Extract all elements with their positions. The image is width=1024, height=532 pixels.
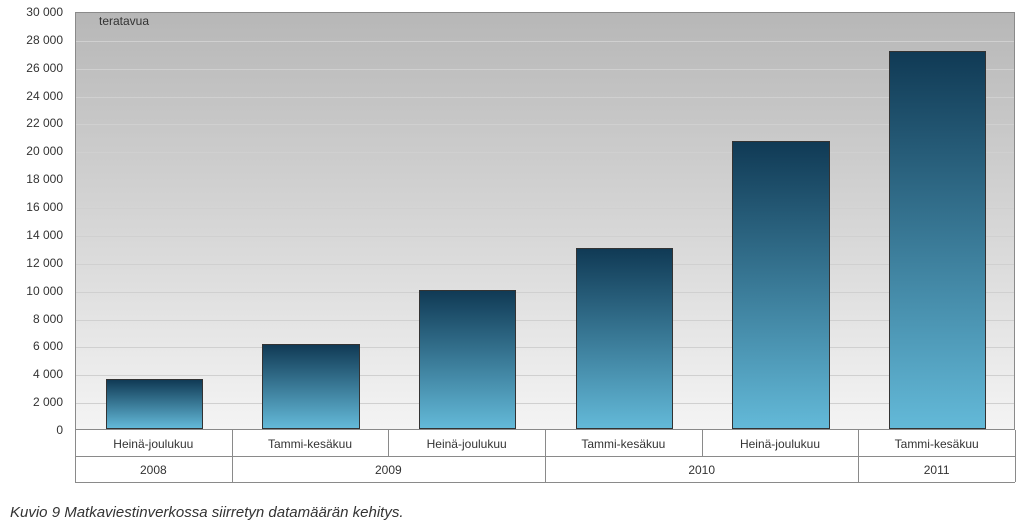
bar — [262, 344, 359, 429]
bar — [576, 248, 673, 429]
bar — [419, 290, 516, 429]
y-tick-label: 10 000 — [0, 284, 63, 298]
y-tick-label: 12 000 — [0, 256, 63, 270]
grid-line — [76, 236, 1014, 237]
bar — [889, 51, 986, 429]
grid-line — [76, 180, 1014, 181]
bar — [732, 141, 829, 429]
grid-line — [76, 347, 1014, 348]
y-tick-label: 24 000 — [0, 89, 63, 103]
y-tick-label: 26 000 — [0, 61, 63, 75]
plot-area — [75, 12, 1015, 430]
x-category-label: Heinä-joulukuu — [75, 437, 232, 451]
x-category-label: Tammi-kesäkuu — [232, 437, 389, 451]
y-tick-label: 18 000 — [0, 172, 63, 186]
y-tick-label: 20 000 — [0, 144, 63, 158]
grid-line — [76, 152, 1014, 153]
x-group-label: 2010 — [545, 463, 858, 477]
grid-line — [76, 124, 1014, 125]
grid-line — [76, 97, 1014, 98]
y-tick-label: 28 000 — [0, 33, 63, 47]
grid-line — [76, 69, 1014, 70]
chart-container: teratavua Kuvio 9 Matkaviestinverkossa s… — [0, 0, 1024, 532]
x-axis-side-border — [1015, 430, 1016, 482]
grid-line — [76, 292, 1014, 293]
chart-caption: Kuvio 9 Matkaviestinverkossa siirretyn d… — [10, 504, 404, 521]
grid-line — [76, 41, 1014, 42]
grid-line — [76, 375, 1014, 376]
grid-line — [76, 403, 1014, 404]
x-axis-row-separator — [75, 482, 1015, 483]
x-category-label: Heinä-joulukuu — [702, 437, 859, 451]
y-tick-label: 22 000 — [0, 116, 63, 130]
x-group-label: 2011 — [858, 463, 1015, 477]
x-category-label: Tammi-kesäkuu — [858, 437, 1015, 451]
y-tick-label: 0 — [0, 423, 63, 437]
y-tick-label: 4 000 — [0, 367, 63, 381]
bar — [106, 379, 203, 429]
y-tick-label: 6 000 — [0, 339, 63, 353]
grid-line — [76, 264, 1014, 265]
x-group-label: 2009 — [232, 463, 545, 477]
y-tick-label: 14 000 — [0, 228, 63, 242]
x-group-label: 2008 — [75, 463, 232, 477]
y-axis-unit-label: teratavua — [99, 14, 149, 28]
y-tick-label: 30 000 — [0, 5, 63, 19]
y-tick-label: 16 000 — [0, 200, 63, 214]
x-category-label: Heinä-joulukuu — [388, 437, 545, 451]
y-tick-label: 2 000 — [0, 395, 63, 409]
grid-line — [76, 208, 1014, 209]
x-category-label: Tammi-kesäkuu — [545, 437, 702, 451]
y-tick-label: 8 000 — [0, 312, 63, 326]
grid-line — [76, 320, 1014, 321]
